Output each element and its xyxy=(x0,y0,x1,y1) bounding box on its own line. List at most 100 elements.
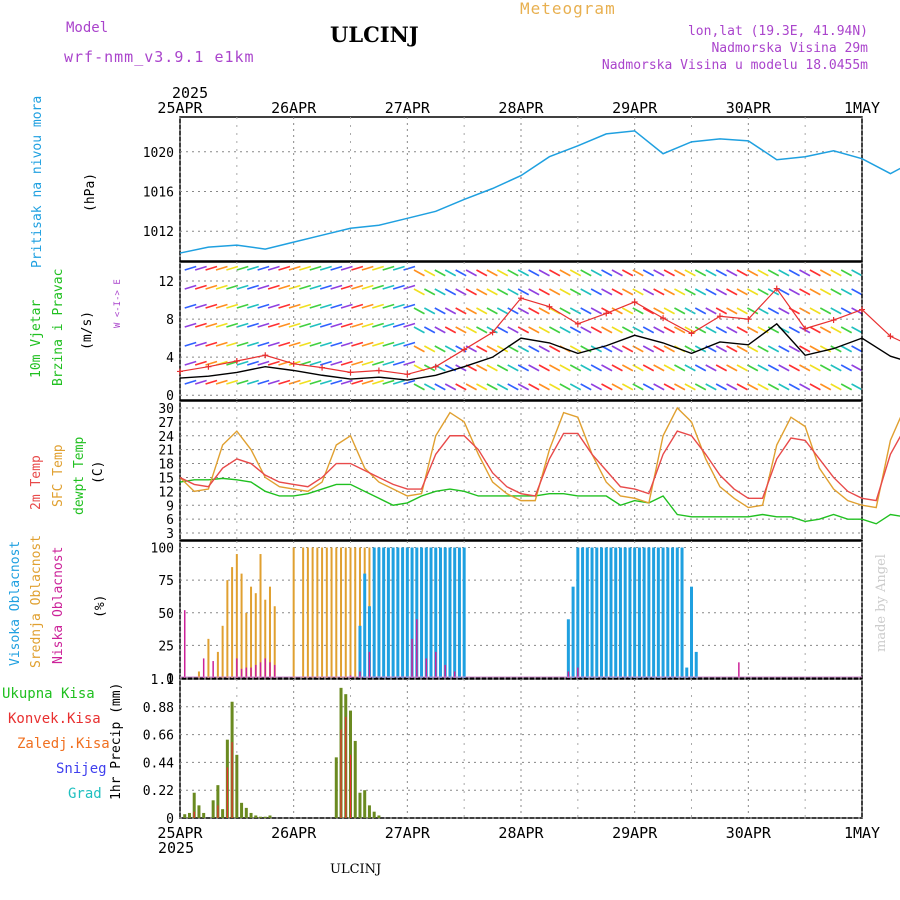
wind-arrow xyxy=(726,326,738,334)
wind-arrow xyxy=(809,364,821,372)
wind-arrow xyxy=(830,326,842,334)
wind-arrow xyxy=(257,360,270,366)
wind-arrow xyxy=(528,269,540,277)
cloud-bar-high xyxy=(363,573,367,678)
wind-arrow xyxy=(403,341,416,347)
page-title: ULCINJ xyxy=(330,22,419,47)
cloud-bar-high xyxy=(618,547,622,678)
wind-arrow xyxy=(247,360,259,366)
wind-arrow xyxy=(559,288,571,296)
wind-arrow xyxy=(663,364,675,372)
cloud-bar-mid xyxy=(321,547,324,678)
wind-arrow xyxy=(538,326,550,334)
wind-arrow xyxy=(340,379,353,385)
wind-arrow xyxy=(663,307,675,315)
wind-arrow xyxy=(851,364,863,372)
wind-arrow xyxy=(309,360,322,366)
wind-arrow xyxy=(382,303,395,309)
wind-arrow xyxy=(549,364,561,372)
wind-arrow xyxy=(705,269,717,277)
wind-arrow xyxy=(486,307,498,315)
cloud-bar-high xyxy=(386,547,390,678)
wind-arrow xyxy=(392,265,405,271)
x-tick-label-top: 1MAY xyxy=(844,99,880,117)
wind-arrow xyxy=(715,307,728,315)
wind-arrow xyxy=(215,379,228,385)
wind-arrow xyxy=(496,364,509,372)
cloud-bar-low xyxy=(259,662,262,678)
cloud-bar-low xyxy=(202,658,205,678)
wind-arrow xyxy=(319,284,332,290)
cloud-bar-high xyxy=(637,547,641,678)
wind-arrow xyxy=(767,307,780,315)
year-top-label: 2025 xyxy=(172,84,209,102)
wind-arrow xyxy=(267,303,280,309)
cloud-bar-mid xyxy=(268,586,271,678)
wind-arrow xyxy=(184,379,197,385)
wind-gust-marker xyxy=(859,306,865,313)
wind-arrow xyxy=(684,364,696,372)
wind-arrow xyxy=(361,303,374,309)
wind-arrow xyxy=(267,341,280,347)
wind-arrow xyxy=(319,379,332,385)
wind-arrow xyxy=(528,307,540,315)
wind-arrow xyxy=(767,345,780,353)
wind-arrow xyxy=(621,345,634,353)
wind-arrow xyxy=(267,322,280,328)
wind-arrow xyxy=(340,360,353,366)
wind-arrow xyxy=(569,383,582,391)
cloud-bar-low xyxy=(738,662,740,678)
wind-arrow xyxy=(465,326,477,334)
cloud-bar-low xyxy=(269,662,271,678)
x-tick-label-bottom: 1MAY xyxy=(844,824,880,842)
wind-arrow xyxy=(486,288,498,296)
precip-bar xyxy=(202,812,206,818)
cloud-bar-mid xyxy=(311,547,314,678)
wind-arrow xyxy=(226,303,239,309)
cloud-bar-mid xyxy=(292,547,295,678)
wind-arrow xyxy=(340,265,353,271)
wind-arrow xyxy=(372,322,384,328)
wind-arrow xyxy=(674,326,686,334)
wind-arrow xyxy=(747,288,759,296)
wind-arrow xyxy=(215,284,228,290)
wind-arrow xyxy=(413,345,425,353)
y-tick-label: 15 xyxy=(158,471,174,486)
wind-arrow xyxy=(663,269,675,277)
wind-arrow xyxy=(830,345,842,353)
wind-arrow xyxy=(705,383,717,391)
wind-arrow xyxy=(705,364,717,372)
precip-bar xyxy=(197,805,201,818)
cloud-bar-high xyxy=(377,547,381,678)
wind-arrow xyxy=(705,326,717,334)
wind-arrow xyxy=(611,307,623,315)
wind-arrow xyxy=(517,307,530,315)
wind-arrow xyxy=(309,265,322,271)
wind-arrow xyxy=(642,326,655,334)
wind-arrow xyxy=(767,383,780,391)
wind-arrow xyxy=(653,326,665,334)
cloud-bar-high xyxy=(443,547,447,678)
wind-arrow xyxy=(674,364,686,372)
cloud-bar-low xyxy=(245,667,248,678)
wind-arrow xyxy=(372,341,384,347)
wind-arrow xyxy=(601,364,613,372)
wind-arrow xyxy=(465,307,477,315)
wind-arrow xyxy=(819,326,832,334)
cloud-bar-high xyxy=(685,667,689,678)
wind-arrow xyxy=(549,269,561,277)
wind-arrow xyxy=(309,379,322,385)
cloud-bar-mid xyxy=(264,599,267,678)
cloud-bar-high xyxy=(576,547,580,678)
cloud-bar-low xyxy=(255,664,257,678)
precip-bar xyxy=(193,811,195,818)
cloud-bar-mid xyxy=(344,547,347,678)
legend-hail: Grad xyxy=(68,786,102,802)
wind-arrow xyxy=(288,303,301,309)
wind-arrow xyxy=(267,265,280,271)
sfc-temp-series-line xyxy=(179,406,900,509)
wind-arrow xyxy=(309,341,322,347)
wind-arrow xyxy=(684,307,696,315)
wind-arrow xyxy=(538,345,550,353)
wind-arrow xyxy=(496,326,509,334)
